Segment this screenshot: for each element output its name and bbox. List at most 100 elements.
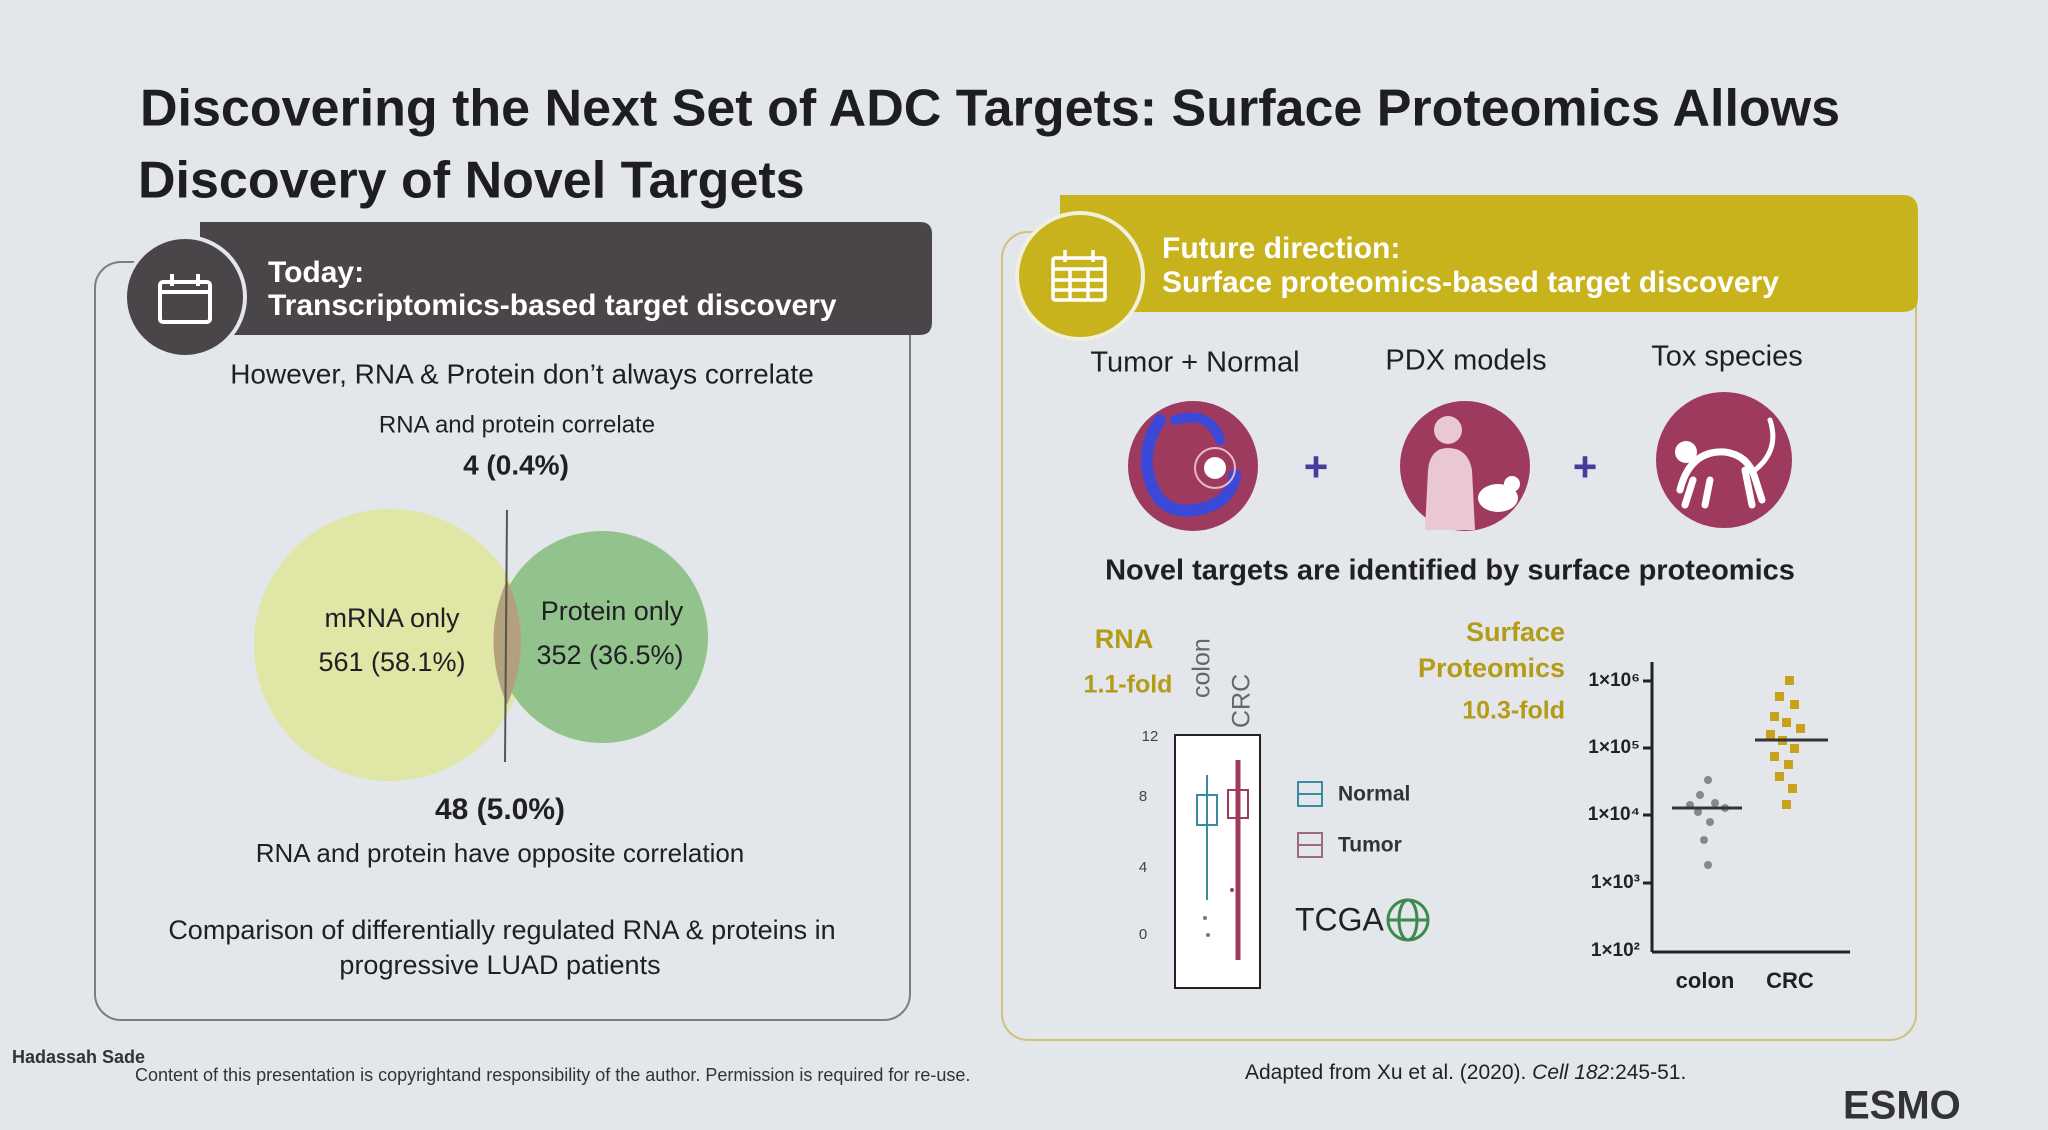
rna-points-illustration-part <box>1203 916 1207 920</box>
rna-tick-label: 12 <box>1142 728 1159 745</box>
proteomics-label: Surface <box>1466 617 1565 647</box>
venn-protein-circle <box>496 531 708 743</box>
rna-tick-label: 8 <box>1139 788 1147 805</box>
proteomics-points-illustration-part <box>1796 724 1805 733</box>
venn-value: 352 (36.5%) <box>536 640 683 670</box>
proteomics-points-illustration-part <box>1775 692 1784 701</box>
left-subtitle: However, RNA & Protein don’t always corr… <box>230 358 814 389</box>
source-label: PDX models <box>1385 345 1546 377</box>
tumor-normal-icon-part <box>1170 412 1225 445</box>
proteomics-points-illustration <box>1672 676 1828 869</box>
proteomics-tick-label: 1×10² <box>1591 940 1640 961</box>
pdx-models-icon-part <box>1425 448 1475 530</box>
proteomics-points-illustration-part <box>1704 861 1712 869</box>
source-label: Tumor + Normal <box>1090 347 1299 379</box>
citation-pages: :245-51. <box>1609 1061 1686 1084</box>
proteomics-points-illustration-part <box>1790 744 1799 753</box>
rna-points-illustration-part <box>1227 789 1249 819</box>
proteomics-points-illustration-part <box>1711 799 1719 807</box>
plus-sign: + <box>1573 443 1598 490</box>
right-header-icon-circle <box>1015 211 1145 341</box>
opposite-value: 48 (5.0%) <box>435 793 565 826</box>
footer-copyright: Content of this presentation is copyrigh… <box>135 1065 970 1085</box>
correlate-value: 4 (0.4%) <box>463 449 569 480</box>
calendar-icon-part <box>158 280 212 324</box>
venn-label: Protein only <box>541 596 684 626</box>
right-header-text: Surface proteomics-based target discover… <box>1162 266 1779 299</box>
tox-species-icon-part <box>1676 448 1766 509</box>
tox-species-icon-part <box>1752 417 1776 473</box>
caption: Comparison of differentially regulated R… <box>168 915 835 945</box>
footer-logo: ESMO <box>1843 1084 1961 1128</box>
citation-volume: 182 <box>1568 1061 1609 1084</box>
proteomics-points-illustration-part <box>1704 776 1712 784</box>
title-line: Discovering the Next Set of ADC Targets:… <box>140 80 1840 138</box>
plus-sign: + <box>1304 443 1329 490</box>
proteomics-points-illustration-part <box>1775 772 1784 781</box>
proteomics-category: CRC <box>1766 968 1814 993</box>
proteomics-points-illustration-part <box>1782 718 1791 727</box>
tcga-label: TCGA <box>1295 901 1385 937</box>
tox-species-icon-part <box>1675 441 1697 463</box>
proteomics-points-illustration-part <box>1770 712 1779 721</box>
rna-points-illustration-part <box>1196 794 1218 826</box>
globe-icon <box>1386 898 1430 942</box>
rna-legend-label: Tumor <box>1338 834 1402 857</box>
calendar-grid-icon <box>1051 250 1107 302</box>
proteomics-points-illustration-part <box>1790 700 1799 709</box>
proteomics-fold: 10.3-fold <box>1462 697 1565 725</box>
citation-text: Adapted from Xu et al. (2020). <box>1245 1061 1532 1084</box>
tumor-normal-icon <box>1128 401 1258 531</box>
left-header-icon-circle <box>123 235 247 359</box>
rna-fold: 1.1-fold <box>1084 671 1173 699</box>
right-header-text: Future direction: <box>1162 232 1400 265</box>
proteomics-points-illustration-part <box>1788 784 1797 793</box>
rna-tick-label: 0 <box>1139 926 1147 943</box>
proteomics-tick-label: 1×10⁴ <box>1588 804 1640 825</box>
rna-label: RNA <box>1095 624 1154 654</box>
proteomics-points-illustration-part <box>1782 800 1791 809</box>
correlate-label: RNA and protein correlate <box>379 411 655 438</box>
pdx-models-icon <box>1400 401 1530 531</box>
proteomics-points-illustration-part <box>1785 676 1794 685</box>
tumor-normal-icon-part <box>1140 414 1241 517</box>
rna-column-label: colon <box>1188 638 1216 698</box>
tox-species-icon-part <box>1656 392 1792 528</box>
proteomics-points-illustration-part <box>1784 760 1793 769</box>
title-line: Discovery of Novel Targets <box>138 152 805 210</box>
tumor-normal-icon-part <box>1204 457 1226 479</box>
venn-divider <box>504 509 508 763</box>
proteomics-points-illustration-part <box>1766 730 1775 739</box>
proteomics-points-illustration-part <box>1696 791 1704 799</box>
tumor-normal-icon-part <box>1194 447 1236 489</box>
rna-points-illustration-part <box>1206 933 1210 937</box>
proteomics-points-illustration-part <box>1770 752 1779 761</box>
venn-value: 561 (58.1%) <box>318 647 465 677</box>
rna-tick-label: 4 <box>1139 859 1147 876</box>
pdx-models-icon-part <box>1478 484 1518 512</box>
venn-mrna-circle <box>254 509 526 781</box>
footer-author: Hadassah Sade <box>12 1047 145 1067</box>
proteomics-tick-label: 1×10⁶ <box>1588 670 1640 691</box>
proteomics-label: Proteomics <box>1418 653 1565 683</box>
calendar-icon <box>158 274 212 324</box>
source-label: Tox species <box>1651 341 1803 373</box>
tox-species-icon <box>1656 392 1792 528</box>
proteomics-points-illustration-part <box>1700 836 1708 844</box>
citation-journal: Cell <box>1532 1061 1570 1084</box>
left-header-text: Today: <box>268 256 364 289</box>
proteomics-points-illustration-part <box>1694 808 1702 816</box>
statement: Novel targets are identified by surface … <box>1105 555 1795 587</box>
venn-label: mRNA only <box>324 603 460 633</box>
proteomics-tick-label: 1×10³ <box>1591 872 1640 893</box>
footer-citation: Adapted from Xu et al. (2020). Cell 182:… <box>1245 1061 1686 1084</box>
proteomics-tick-label: 1×10⁵ <box>1588 737 1640 758</box>
venn-overlap <box>493 580 521 705</box>
left-header-bar <box>200 222 932 335</box>
opposite-label: RNA and protein have opposite correlatio… <box>256 838 745 868</box>
left-header-text: Transcriptomics-based target discovery <box>268 289 837 322</box>
rna-points-illustration-part <box>1230 888 1234 892</box>
pdx-models-icon-part <box>1504 476 1520 492</box>
